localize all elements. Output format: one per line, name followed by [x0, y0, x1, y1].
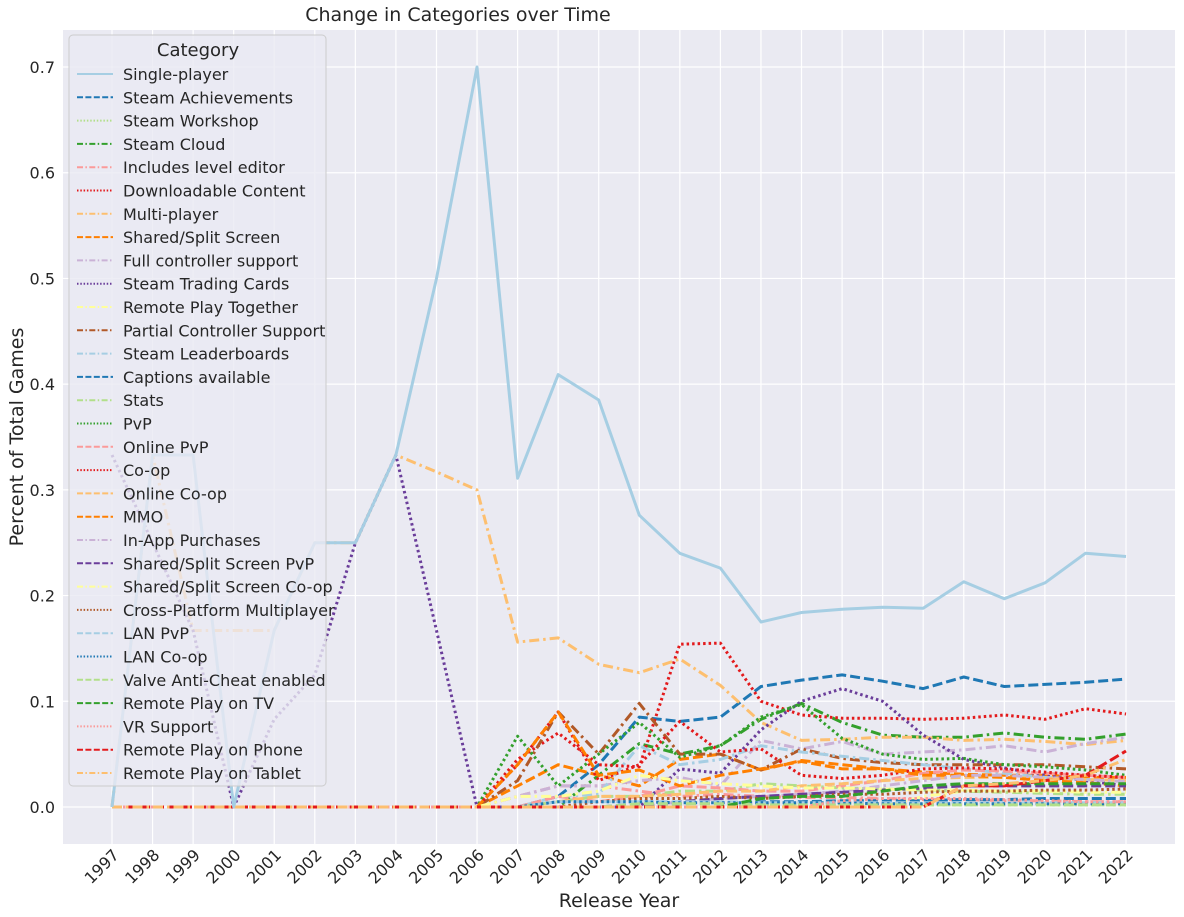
legend: Category Single-player Steam Achievements…: [68, 34, 335, 787]
x-tick-label: 2009: [567, 845, 609, 887]
x-tick-label: 2010: [608, 845, 650, 887]
legend-label: Steam Trading Cards: [123, 275, 289, 294]
x-tick-label: 1999: [162, 845, 204, 887]
legend-label: Steam Leaderboards: [123, 345, 289, 364]
legend-label: Online Co-op: [123, 484, 227, 503]
x-tick-label: 2000: [202, 845, 244, 887]
legend-label: Shared/Split Screen PvP: [123, 554, 314, 573]
x-axis-label: Release Year: [559, 890, 680, 912]
y-axis-label: Percent of Total Games: [6, 328, 28, 547]
legend-label: Remote Play on Phone: [123, 741, 303, 760]
legend-items: Single-player Steam Achievements Steam Wor…: [77, 65, 335, 783]
x-tick-label: 2019: [973, 845, 1015, 887]
series-line: [112, 787, 1127, 809]
x-tick-labels: 1997199819992000200120022003200420052006…: [81, 845, 1137, 887]
legend-label: Full controller support: [123, 251, 298, 270]
legend-label: Remote Play on TV: [123, 694, 274, 713]
x-tick-label: 2016: [851, 845, 893, 887]
x-tick-label: 2008: [527, 845, 569, 887]
x-tick-label: 2020: [1013, 845, 1055, 887]
legend-label: Steam Achievements: [123, 88, 293, 107]
y-tick-label: 0.6: [30, 164, 55, 183]
y-tick-label: 0.5: [30, 269, 55, 288]
legend-label: Remote Play on Tablet: [123, 764, 301, 783]
x-tick-label: 2017: [892, 845, 934, 887]
legend-label: LAN Co-op: [123, 648, 208, 667]
legend-label: Single-player: [123, 65, 229, 84]
legend-label: Online PvP: [123, 438, 209, 457]
legend-label: Valve Anti-Cheat enabled: [123, 671, 326, 690]
legend-label: Downloadable Content: [123, 182, 306, 201]
x-tick-label: 2021: [1054, 845, 1096, 887]
legend-label: Stats: [123, 391, 164, 410]
y-tick-label: 0.2: [30, 587, 55, 606]
y-tick-label: 0.3: [30, 481, 55, 500]
x-tick-label: 2011: [648, 845, 690, 887]
legend-label: MMO: [123, 508, 163, 527]
legend-label: Shared/Split Screen Co-op: [123, 578, 333, 597]
x-tick-label: 1997: [81, 845, 123, 887]
series-line: [110, 453, 1127, 809]
y-tick-label: 0.4: [30, 375, 55, 394]
legend-label: Co-op: [123, 461, 170, 480]
legend-label: Shared/Split Screen: [123, 228, 280, 247]
y-tick-labels: 0.0 0.1 0.2 0.3 0.4 0.5 0.6 0.7: [30, 58, 55, 817]
legend-label: Multi-player: [123, 205, 219, 224]
series-line: [110, 453, 1127, 808]
x-tick-label: 2006: [446, 845, 488, 887]
x-tick-label: 2003: [324, 845, 366, 887]
legend-label: In-App Purchases: [123, 531, 261, 550]
x-tick-label: 2018: [932, 845, 974, 887]
y-tick-label: 0.1: [30, 692, 55, 711]
series-line: [112, 641, 1127, 809]
legend-label: VR Support: [123, 717, 213, 736]
series-line: [112, 800, 1126, 809]
x-tick-label: 1998: [121, 845, 163, 887]
x-tick-label: 2005: [405, 845, 447, 887]
y-tick-label: 0.0: [30, 798, 55, 817]
legend-label: Captions available: [123, 368, 270, 387]
x-tick-label: 2012: [689, 845, 731, 887]
x-tick-label: 2013: [730, 845, 772, 887]
series-lines: [110, 65, 1127, 809]
legend-label: Includes level editor: [123, 158, 285, 177]
x-tick-label: 2004: [365, 845, 407, 887]
x-tick-label: 2001: [243, 845, 285, 887]
series-line: [112, 710, 1127, 809]
legend-label: PvP: [123, 415, 152, 434]
chart-title: Change in Categories over Time: [305, 4, 611, 26]
legend-label: Cross-Platform Multiplayer: [123, 601, 335, 620]
legend-box: [68, 34, 327, 787]
legend-label: Steam Workshop: [123, 112, 259, 131]
x-tick-label: 2002: [283, 845, 325, 887]
legend-label: LAN PvP: [123, 624, 189, 643]
series-line: [112, 758, 1127, 809]
legend-label: Steam Cloud: [123, 135, 225, 154]
legend-title: Category: [157, 40, 240, 61]
legend-label: Remote Play Together: [123, 298, 298, 317]
x-tick-label: 2015: [811, 845, 853, 887]
y-tick-label: 0.7: [30, 58, 55, 77]
x-tick-label: 2014: [770, 845, 812, 887]
x-tick-label: 2007: [486, 845, 528, 887]
legend-label: Partial Controller Support: [123, 321, 325, 340]
x-tick-label: 2022: [1095, 845, 1137, 887]
